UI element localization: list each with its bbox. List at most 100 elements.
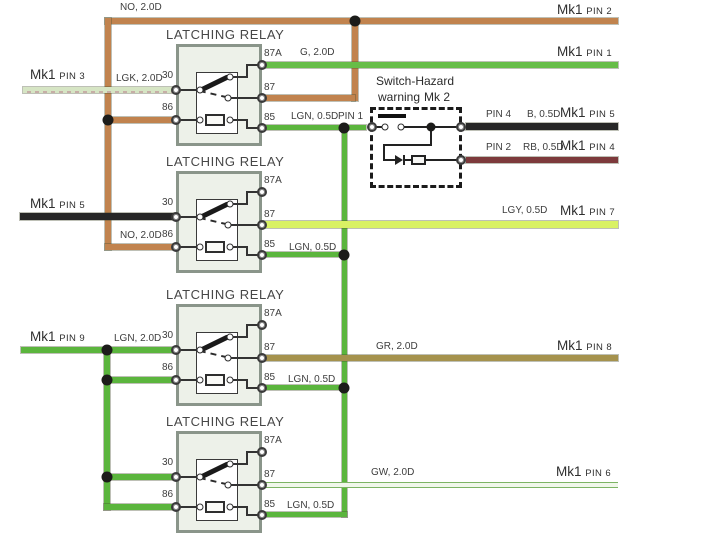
wire-b-left-pin5	[20, 213, 176, 220]
wire-lgn-vertical-middle	[342, 125, 347, 517]
wire-label-hazard-pin4: PIN 4	[486, 109, 512, 120]
wire-label-no-top: NO, 2.0D	[120, 2, 162, 13]
terminal-label-87: 87	[264, 209, 276, 220]
terminal-87	[257, 220, 267, 230]
junction-dot	[338, 249, 350, 261]
right-pin-mk1-pin6: Mk1 PIN 6	[556, 464, 612, 479]
junction-dot	[338, 122, 350, 134]
relay-coil	[205, 374, 225, 386]
hazard-terminal-pin1	[367, 122, 377, 132]
wire-label-b: B, 0.5D	[527, 109, 561, 120]
wire-gw-pin6	[264, 482, 618, 488]
wire-lgn-branch-relay3-86	[104, 377, 176, 383]
switch-actuator	[378, 114, 406, 118]
wire-label-gw: GW, 2.0D	[371, 467, 415, 478]
relay-title: LATCHING RELAY	[166, 414, 285, 429]
wire-lgn-branch-relay4-30	[104, 474, 176, 480]
terminal-87a	[257, 60, 267, 70]
wire-label-gr: GR, 2.0D	[376, 341, 418, 352]
terminal-86	[171, 375, 181, 385]
left-pin-mk1-pin9: Mk1 PIN 9	[30, 329, 86, 344]
terminal-label-85: 85	[264, 499, 276, 510]
wire-no-branch-relay1-87	[264, 95, 355, 101]
wire-lgn-branch-relay4-86	[104, 504, 176, 510]
wire-label-no-relay2: NO, 2.0D	[120, 230, 162, 241]
wire-no-vertical-left	[105, 18, 111, 250]
terminal-30	[171, 472, 181, 482]
terminal-label-85: 85	[264, 112, 276, 123]
latching-relay-1: LATCHING RELAY 30 86 87A 87 85	[162, 27, 284, 146]
terminal-86	[171, 242, 181, 252]
relay-coil	[205, 114, 225, 126]
latching-relay-3: LATCHING RELAY 30 86 87A 87 85	[162, 287, 284, 406]
terminal-label-30: 30	[162, 330, 174, 341]
terminal-label-30: 30	[162, 70, 174, 81]
junction-dot	[426, 122, 436, 132]
terminal-85	[257, 383, 267, 393]
hazard-title-line2: warning	[378, 90, 421, 104]
indicator-resistor	[411, 155, 426, 165]
wire-no-branch-relay2-86	[105, 244, 176, 250]
wire-lgk-pin3	[23, 87, 176, 93]
terminal-86	[171, 115, 181, 125]
wire-label-lgn05-relay4: LGN, 0.5D	[287, 500, 335, 511]
junction-dot	[101, 344, 113, 356]
terminal-label-87: 87	[264, 342, 276, 353]
wire-no-branch-relay1-86	[105, 117, 176, 123]
hazard-title-line1: Switch-Hazard	[376, 74, 455, 88]
terminal-label-86: 86	[162, 229, 174, 240]
right-pin-mk1-pin1: Mk1 PIN 1	[557, 44, 613, 59]
wire-no-vertical-right	[352, 18, 358, 101]
wire-label-lgn05-relay1: LGN, 0.5D	[291, 111, 339, 122]
terminal-label-87: 87	[264, 469, 276, 480]
wire-lgn-pin9	[21, 347, 176, 353]
wire-gr-pin8	[264, 355, 618, 361]
wire-no-top	[105, 18, 618, 24]
junction-dot	[101, 374, 113, 386]
terminal-85	[257, 510, 267, 520]
right-pin-mk1-pin7: Mk1 PIN 7	[560, 203, 616, 218]
terminal-label-85: 85	[264, 372, 276, 383]
terminal-30	[171, 85, 181, 95]
hazard-terminal-pin2	[456, 155, 466, 165]
wire-g-pin1	[264, 62, 618, 68]
terminal-87	[257, 93, 267, 103]
right-pin-mk1-pin4: Mk1 PIN 4	[560, 138, 616, 153]
junction-dot	[101, 471, 113, 483]
wire-label-lgn20: LGN, 2.0D	[114, 333, 162, 344]
wire-label-hazard-pin2: PIN 2	[486, 142, 512, 153]
junction-dot	[102, 114, 114, 126]
relay-title: LATCHING RELAY	[166, 154, 285, 169]
relay-coil	[205, 241, 225, 253]
wire-label-hazard-pin1: PIN 1	[338, 111, 364, 122]
wire-lgn-vertical-left	[104, 347, 110, 510]
wire-label-rb: RB, 0.5D	[523, 142, 564, 153]
terminal-87a	[257, 187, 267, 197]
relay-coil	[205, 501, 225, 513]
right-pin-mk1-pin5: Mk1 PIN 5	[560, 105, 616, 120]
wire-lgn-relay2-85	[264, 252, 347, 257]
right-pin-mk1-pin8: Mk1 PIN 8	[557, 338, 613, 353]
terminal-label-85: 85	[264, 239, 276, 250]
relay-title: LATCHING RELAY	[166, 27, 285, 42]
right-pin-mk1-pin2: Mk1 PIN 2	[557, 2, 613, 17]
terminal-label-30: 30	[162, 457, 174, 468]
latching-relay-2: LATCHING RELAY 30 86 87A 87 85	[162, 154, 284, 273]
terminal-label-86: 86	[162, 102, 174, 113]
terminal-86	[171, 502, 181, 512]
wire-label-lgk: LGK, 2.0D	[116, 73, 163, 84]
left-pin-mk1-pin5: Mk1 PIN 5	[30, 196, 86, 211]
terminal-label-87a: 87A	[264, 48, 282, 59]
wire-lgn-relay3-85	[264, 385, 347, 390]
switch-contact	[397, 123, 405, 131]
left-pin-mk1-pin3: Mk1 PIN 3	[30, 67, 86, 82]
wire-lgy-pin7	[264, 221, 618, 228]
latching-relay-4: LATCHING RELAY 30 86 87A 87 85	[162, 414, 284, 533]
terminal-85	[257, 250, 267, 260]
terminal-87	[257, 353, 267, 363]
terminal-label-87a: 87A	[264, 308, 282, 319]
terminal-85	[257, 123, 267, 133]
hazard-terminal-pin4	[456, 122, 466, 132]
terminal-label-87: 87	[264, 82, 276, 93]
terminal-30	[171, 212, 181, 222]
